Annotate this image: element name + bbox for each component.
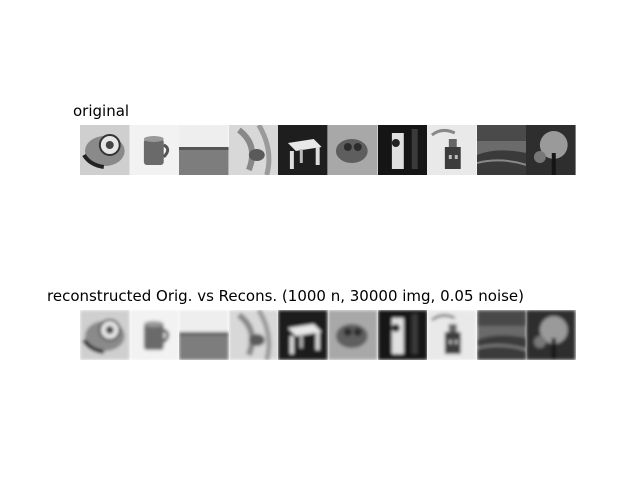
reconstructed-tree-image [526, 310, 576, 360]
original-figure-image [377, 125, 428, 175]
original-building-image [427, 125, 477, 175]
reconstructed-horizon-image [179, 310, 229, 360]
original-horizon-image [179, 125, 229, 175]
original-table-image [278, 125, 328, 175]
original-tree-image [526, 125, 576, 175]
original-fabric-image [228, 125, 279, 175]
original-image-strip [80, 125, 576, 175]
reconstructed-figure-image [377, 310, 428, 360]
reconstructed-title: reconstructed Orig. vs Recons. (1000 n, … [47, 287, 525, 305]
reconstructed-landscape-image [476, 310, 527, 360]
reconstructed-animal-image [327, 310, 378, 360]
original-telephone-image [80, 125, 130, 175]
original-title: original [73, 102, 130, 120]
reconstructed-building-image [427, 310, 477, 360]
reconstructed-table-image [278, 310, 328, 360]
reconstructed-telephone-image [80, 310, 130, 360]
original-animal-image [327, 125, 378, 175]
reconstructed-image-strip [80, 310, 576, 360]
original-mug-image [129, 125, 180, 175]
reconstructed-fabric-image [228, 310, 279, 360]
original-landscape-image [476, 125, 527, 175]
reconstructed-mug-image [129, 310, 180, 360]
